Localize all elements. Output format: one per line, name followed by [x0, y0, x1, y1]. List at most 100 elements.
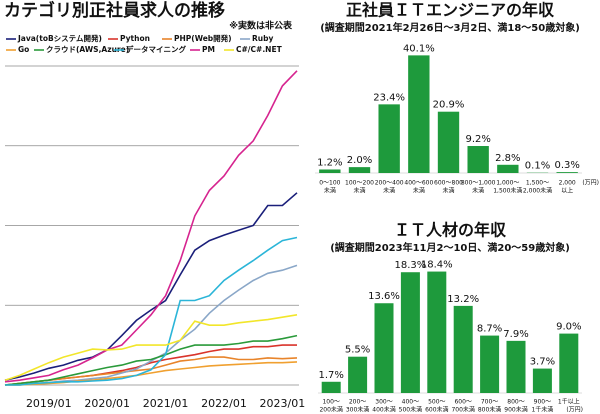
bar — [497, 164, 519, 173]
legend-label: データマイニング — [126, 44, 186, 54]
x-tick-label: 0～100 — [319, 180, 340, 187]
value-label: 9.0% — [556, 322, 581, 333]
x-tick-label: 未満 — [442, 187, 454, 195]
value-label: 13.6% — [368, 291, 400, 302]
x-tick-label: 600～800 — [434, 180, 463, 187]
legend-label: C#/C#.NET — [236, 45, 283, 54]
x-tick-label: 以上 — [561, 187, 573, 195]
value-label: 1.7% — [318, 370, 343, 381]
bar — [467, 146, 489, 173]
x-tick-label: 2020/01 — [84, 397, 130, 410]
value-label: 2.8% — [495, 153, 520, 164]
value-label: 9.2% — [465, 134, 490, 145]
x-tick-label: 700～ — [481, 399, 498, 406]
bar — [506, 340, 526, 393]
x-tick-label: 未満 — [353, 187, 365, 195]
bar — [321, 381, 341, 393]
x-tick-label: 100～200 — [345, 180, 374, 187]
x-tick-label: 未満 — [383, 187, 395, 195]
value-label: 13.2% — [447, 294, 479, 305]
x-tick-label: 900～ — [534, 399, 551, 406]
x-tick-label: 1,000～ — [496, 180, 519, 187]
series-line — [5, 264, 298, 386]
series-line — [5, 361, 298, 386]
x-tick-label: 600～ — [454, 399, 471, 406]
value-label: 2.0% — [347, 155, 372, 166]
x-tick-label: 200未満 — [319, 406, 342, 414]
value-label: 18.3% — [395, 260, 427, 271]
x-tick-label: 2,000未満 — [523, 187, 552, 195]
chart-title: カテゴリ別正社員求人の推移 — [4, 0, 225, 21]
x-tick-label: 600未満 — [425, 406, 448, 414]
chart-subtitle: (調査期間2023年11月2～10日、満20～59歳対象) — [330, 241, 570, 254]
x-tick-label: 200～ — [349, 399, 366, 406]
x-tick-label: 2021/01 — [143, 397, 189, 410]
x-tick-label: 400～600 — [404, 180, 433, 187]
legend-label: Go — [18, 45, 29, 54]
x-tick-label: 700未満 — [451, 406, 474, 414]
bar — [400, 272, 420, 393]
bar — [437, 111, 460, 173]
legend-label: Python — [120, 34, 150, 43]
x-tick-label: 未満 — [472, 187, 484, 195]
x-tick-label: 400未満 — [372, 406, 395, 414]
x-tick-label: 2019/01 — [26, 397, 72, 410]
series-line — [4, 344, 297, 386]
bar — [348, 167, 371, 173]
bar — [408, 55, 430, 173]
series-line — [4, 192, 298, 381]
bar — [427, 271, 447, 393]
value-label: 0.3% — [554, 160, 579, 171]
x-tick-label: 900未満 — [504, 406, 527, 414]
x-tick-label: 2,000 — [559, 180, 576, 187]
chart-title: 正社員ＩＴエンジニアの年収 — [346, 1, 555, 20]
bar — [453, 305, 473, 393]
x-tick-label: 1千以上 — [558, 398, 580, 406]
x-tick-label: 400～ — [402, 399, 419, 406]
x-tick-label: 1,500～ — [526, 180, 549, 187]
chart-subtitle: (調査期間2021年2月26日～3月2日、満18～50歳対象) — [320, 21, 580, 34]
chart-title: ＩＴ人材の年収 — [394, 221, 507, 240]
series-line — [4, 314, 298, 381]
bar — [532, 368, 552, 393]
x-tick-label: 2022/01 — [201, 397, 247, 410]
value-label: 18.4% — [421, 260, 453, 271]
legend-label: PM — [202, 45, 215, 54]
unit-label: (万円) — [582, 180, 599, 187]
chart-subtitle: ※実数は非公表 — [229, 20, 293, 32]
x-tick-label: 300未満 — [346, 406, 369, 414]
x-tick-label: 1,500未満 — [493, 187, 522, 195]
x-tick-label: 200～400 — [375, 180, 404, 187]
value-label: 23.4% — [373, 92, 405, 103]
x-tick-label: 500～ — [428, 399, 445, 406]
bar — [556, 172, 578, 173]
series-line — [4, 70, 298, 383]
value-label: 20.9% — [433, 100, 465, 111]
value-label: 0.1% — [525, 161, 550, 172]
value-label: 3.7% — [530, 357, 555, 368]
legend-label: PHP(Web開発) — [174, 33, 232, 43]
x-tick-label: 100～ — [322, 399, 339, 406]
bar — [559, 333, 579, 393]
x-tick-label: 1千未満 — [531, 406, 553, 414]
value-label: 1.2% — [317, 157, 342, 168]
legend-label: クラウド(AWS,Azure) — [46, 44, 129, 54]
x-tick-label: 未満 — [413, 187, 425, 195]
x-tick-label: 300～ — [375, 399, 392, 406]
x-tick-label: 500未満 — [399, 406, 422, 414]
bar — [480, 335, 500, 393]
bar — [348, 356, 368, 393]
x-tick-label: 800未満 — [478, 406, 501, 414]
series-line — [5, 236, 298, 386]
value-label: 5.5% — [345, 345, 370, 356]
legend-label: Ruby — [252, 34, 273, 43]
value-label: 7.9% — [503, 329, 528, 340]
x-tick-label: 未満 — [324, 187, 336, 195]
unit-label: (万円) — [566, 407, 583, 414]
bar — [374, 303, 394, 393]
x-tick-label: 800～ — [507, 399, 524, 406]
bar — [319, 169, 341, 173]
value-label: 8.7% — [477, 324, 502, 335]
x-tick-label: 800～1,000 — [461, 180, 496, 187]
